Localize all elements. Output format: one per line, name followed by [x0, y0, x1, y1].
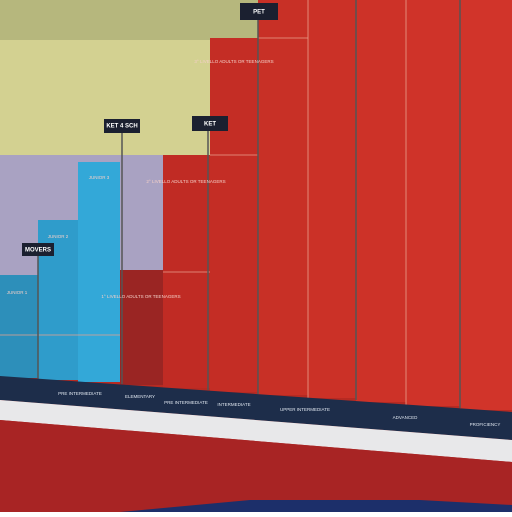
flag: [120, 500, 512, 512]
level-label: ELEMENTARY: [125, 394, 155, 399]
red-step: [356, 0, 406, 402]
level-label: PRE INTERMEDIATE: [58, 391, 102, 396]
tag-label: PET: [253, 10, 265, 16]
tag: [192, 116, 228, 131]
tag-poles: [37, 0, 461, 408]
red-step: [210, 38, 258, 392]
red-step: [258, 0, 308, 395]
level-label: PROFICIENCY: [470, 422, 501, 427]
bar-text: JUNIOR 3: [89, 175, 110, 180]
level-label: UPPER INTERMEDIATE: [280, 407, 330, 412]
red-step: [406, 0, 460, 406]
bar-text: JUNIOR 1: [7, 290, 28, 295]
blue-step: [0, 275, 38, 378]
dark-red-step: [120, 270, 163, 385]
tag: [104, 119, 140, 133]
tag: [240, 3, 278, 20]
red-step: [308, 0, 356, 398]
bar-text: 3° LIVELLO ADULTS OR TEENAGERS: [194, 59, 273, 64]
level-strip: [0, 376, 512, 440]
bar-text: JUNIOR 2: [48, 234, 69, 239]
tag-label: MOVERS: [25, 248, 51, 254]
level-label: ADVANCED: [393, 415, 418, 420]
dividers: [0, 0, 407, 406]
tag-label: KET 4 SCH: [106, 124, 137, 130]
red-step: [163, 155, 210, 388]
tag-label: KET: [204, 122, 216, 128]
floor: [0, 420, 512, 512]
level-label: PRE INTERMEDIATE: [164, 400, 208, 405]
tag: [22, 243, 54, 256]
olive-top: [0, 0, 270, 45]
bar-text: 1° LIVELLO ADULTS OR TEENAGERS: [101, 294, 180, 299]
red-step: [460, 0, 512, 410]
white-strip: [0, 400, 512, 462]
blue-step: [78, 162, 120, 382]
bar-text: 2° LIVELLO ADULTS OR TEENAGERS: [146, 179, 225, 184]
level-label: INTERMEDIATE: [217, 402, 250, 407]
